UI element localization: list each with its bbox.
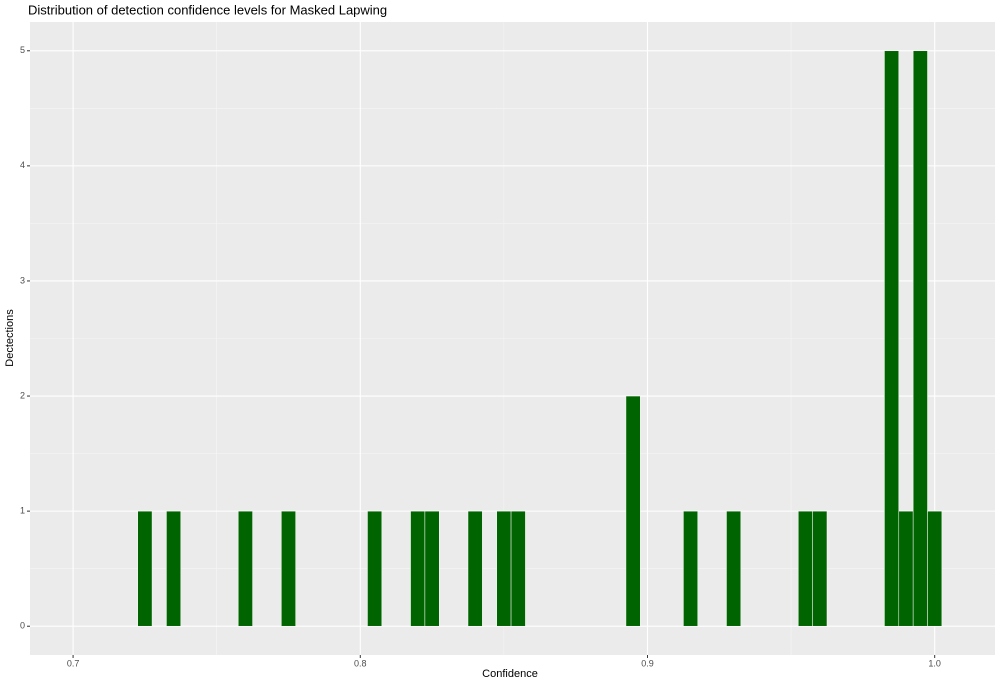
bar — [726, 510, 742, 627]
y-tick-label: 2 — [20, 390, 25, 400]
bar — [166, 510, 182, 627]
bar — [927, 510, 943, 627]
bar — [237, 510, 253, 627]
x-tick-label: 0.8 — [354, 658, 367, 668]
bar — [898, 510, 914, 627]
y-tick-label: 1 — [20, 506, 25, 516]
x-tick-label: 0.9 — [641, 658, 654, 668]
bar — [510, 510, 526, 627]
bar — [912, 50, 928, 627]
bar — [367, 510, 383, 627]
bar — [137, 510, 153, 627]
bar — [496, 510, 512, 627]
x-tick-label: 1.0 — [928, 658, 941, 668]
bar — [424, 510, 440, 627]
y-tick-label: 3 — [20, 275, 25, 285]
y-tick-label: 0 — [20, 621, 25, 631]
bar — [884, 50, 900, 627]
bar — [625, 395, 641, 627]
x-axis-label: Confidence — [482, 668, 538, 680]
y-axis-label: Dectections — [4, 309, 16, 367]
chart-title: Distribution of detection confidence lev… — [28, 2, 387, 17]
x-tick-label: 0.7 — [67, 658, 80, 668]
bar — [812, 510, 828, 627]
y-tick-label: 4 — [20, 160, 25, 170]
bar — [467, 510, 483, 627]
bar — [683, 510, 698, 627]
bar — [281, 510, 296, 627]
y-tick-label: 5 — [20, 45, 25, 55]
bar — [410, 510, 426, 627]
bar — [798, 510, 813, 627]
